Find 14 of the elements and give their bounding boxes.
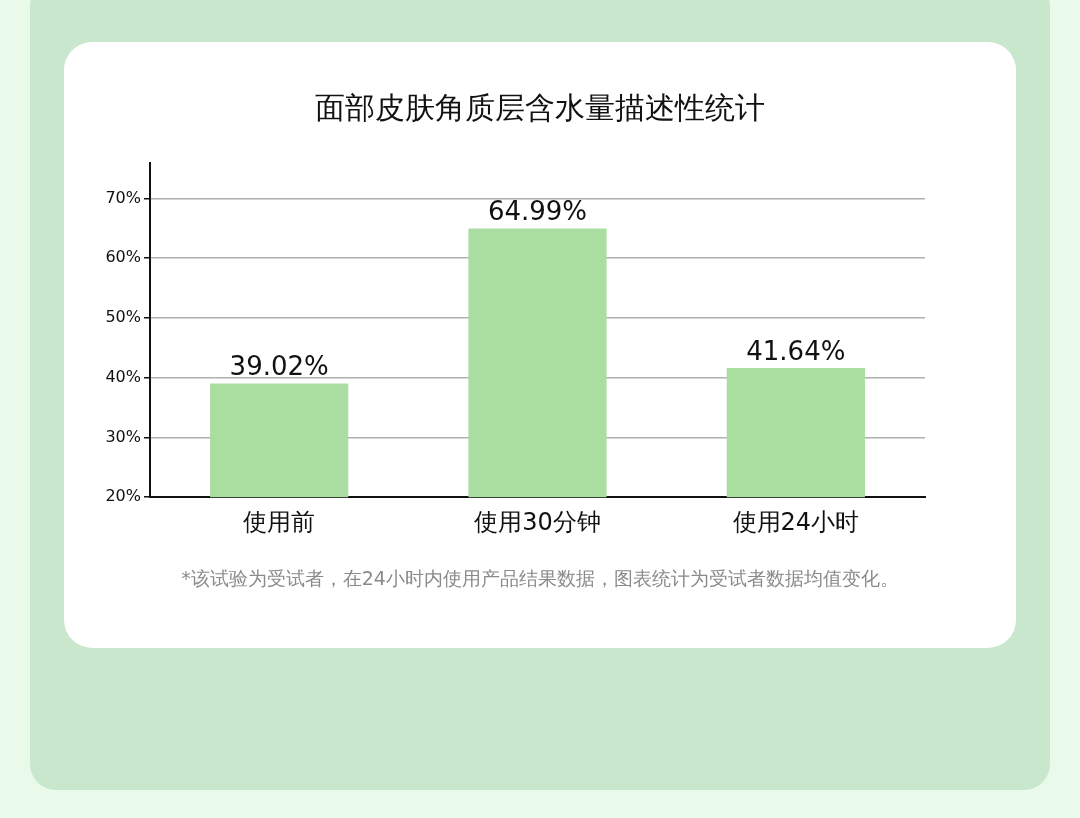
y-tick-label: 60%	[105, 247, 141, 267]
y-tick-label: 20%	[105, 486, 141, 506]
data-label: 64.99%	[487, 196, 588, 227]
data-label: 39.02%	[229, 351, 329, 382]
x-tick-label: 使用24小时	[732, 507, 860, 536]
y-tick-label: 40%	[105, 366, 141, 386]
y-tick-label: 70%	[105, 187, 141, 207]
x-tick-label: 使用前	[243, 507, 316, 536]
text: *该试验为受试者，在24小时内使用产品结果数据，图表统计为受试者数据均值变化。	[180, 566, 900, 591]
data-label: 41.64%	[746, 335, 846, 366]
x-tick-label: 使用30分钟	[474, 507, 601, 536]
y-tick-label: 50%	[105, 307, 141, 327]
chart-title: 面部皮肤角质层含水量描述性统计	[314, 89, 766, 127]
y-tick-label: 30%	[105, 426, 141, 446]
